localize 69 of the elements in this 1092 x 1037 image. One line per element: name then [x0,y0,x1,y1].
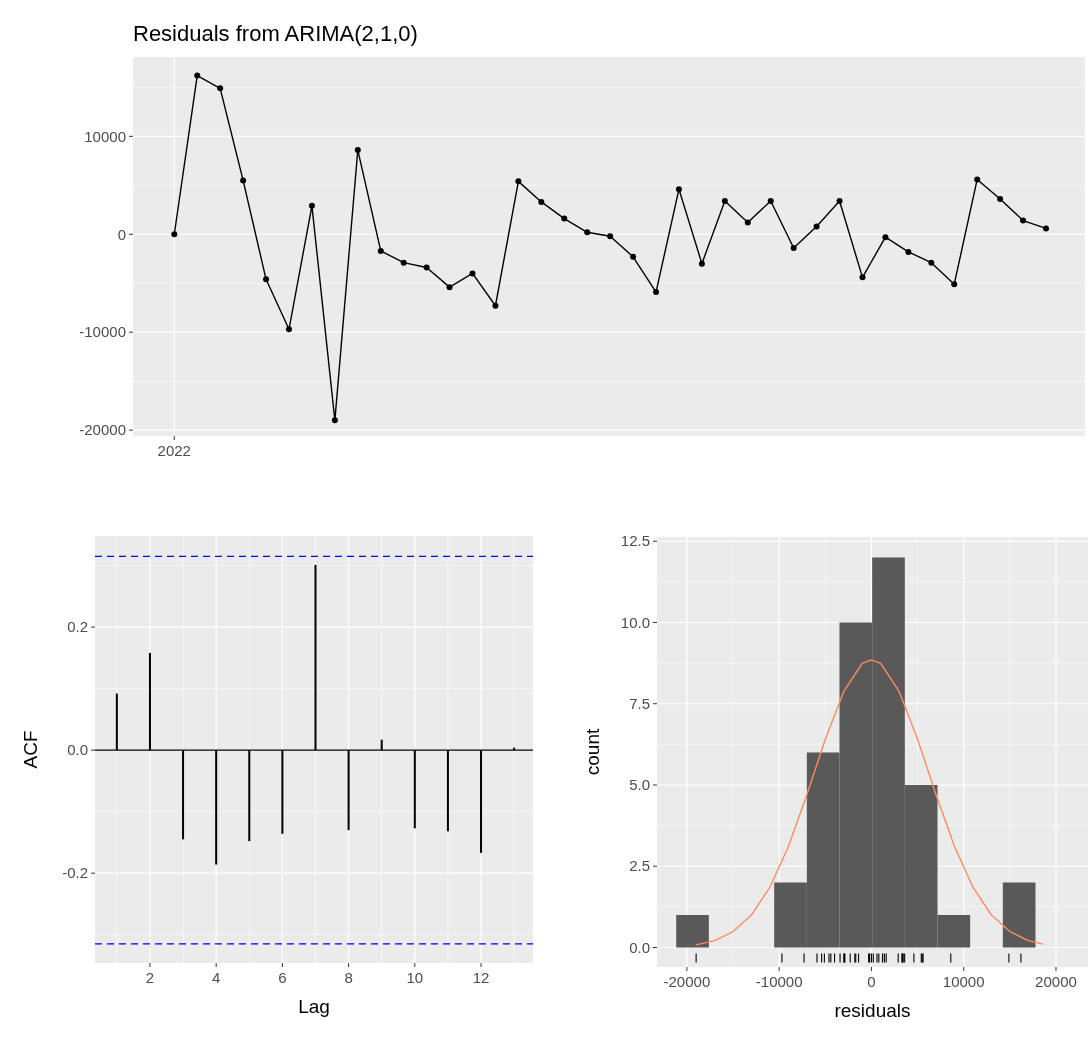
x-tick-label: 12 [472,969,490,986]
point [882,234,889,241]
y-tick-label: 0 [117,225,126,243]
point [928,259,935,266]
point [721,197,728,204]
point [790,244,797,251]
point [584,229,591,236]
point [331,417,338,424]
x-tick-label: 8 [344,969,353,986]
y-axis-title: ACF [20,730,41,769]
point [951,281,958,288]
x-tick-label: 6 [278,969,287,986]
x-tick-label: 4 [212,969,221,986]
point [171,231,178,238]
point [538,198,545,205]
point [1020,217,1027,224]
y-tick-label: 0.0 [67,741,88,759]
y-tick-label: 10.0 [620,613,650,631]
point [217,85,224,92]
point [744,219,751,226]
point [767,197,774,204]
point [813,223,820,230]
y-tick-label: 12.5 [620,532,650,550]
point [240,177,247,184]
point [423,264,430,271]
point [561,215,568,222]
y-tick-label: 2.5 [629,857,650,875]
x-tick-label: 10 [406,969,424,986]
y-tick-label: -10000 [79,323,126,341]
x-axis-title: Lag [298,996,330,1017]
y-tick-label: 0.0 [629,938,650,956]
point [675,186,682,193]
point [400,259,407,266]
y-tick-label: -20000 [79,421,126,439]
x-tick-label: -20000 [663,973,711,990]
point [1043,225,1049,232]
x-axis-title: residuals [834,1000,911,1021]
point [630,253,637,260]
y-tick-label: -0.2 [62,864,88,882]
point [492,302,499,309]
point [974,176,981,183]
point [607,233,614,240]
y-tick-label: 10000 [84,127,126,145]
point [194,72,201,79]
point [698,260,705,267]
x-tick-label: 0 [867,973,876,990]
y-axis-title: count [582,728,603,776]
point [308,202,315,209]
chart-title: Residuals from ARIMA(2,1,0) [133,21,418,46]
x-tick-label: 2 [145,969,155,986]
point [515,178,522,185]
point [836,197,843,204]
x-tick-label: -10000 [755,973,803,990]
point [469,270,476,277]
y-tick-label: 5.0 [629,776,650,794]
point [859,274,866,281]
point [377,247,384,254]
x-tick-label: 10000 [942,973,985,990]
y-tick-label: 0.2 [67,618,88,636]
y-tick-label: 7.5 [629,694,650,712]
point [997,196,1004,202]
x-tick-label: 2022 [157,442,191,459]
point [285,326,292,333]
point [263,276,270,283]
point [446,284,453,291]
point [653,289,660,296]
x-tick-label: 20000 [1035,973,1077,990]
point [905,248,912,255]
point [354,147,361,154]
